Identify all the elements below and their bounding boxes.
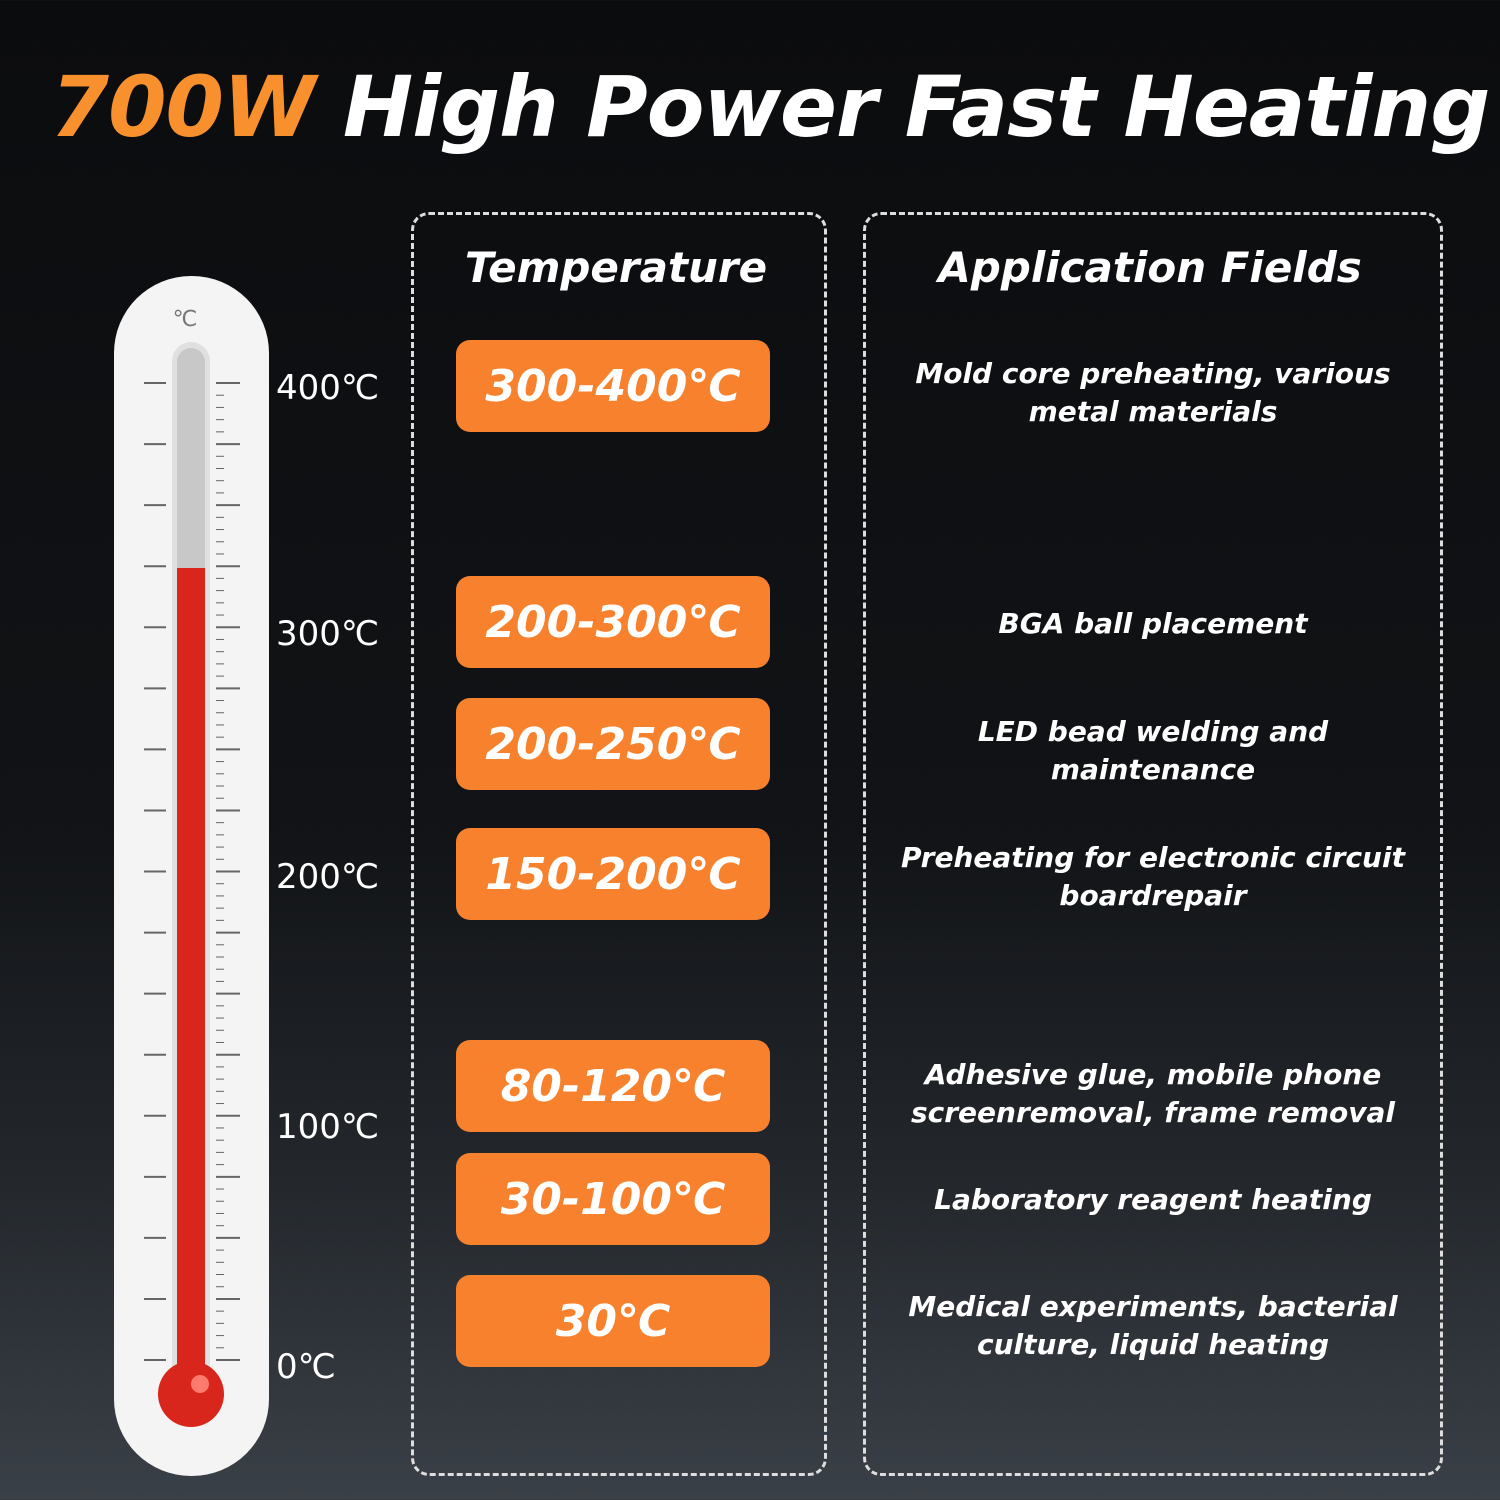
temperature-range: 150-200℃ bbox=[456, 828, 770, 920]
temperature-range: 30-100℃ bbox=[456, 1153, 770, 1245]
scale-label: 100℃ bbox=[276, 1107, 380, 1147]
column-header: Temperature bbox=[464, 243, 768, 292]
scale-label: 0℃ bbox=[276, 1347, 336, 1387]
application-line: Medical experiments, bacterial bbox=[908, 1290, 1398, 1323]
temperature-range: 200-300℃ bbox=[456, 576, 770, 668]
application-line: LED bead welding and bbox=[977, 715, 1329, 748]
thermometer: ℃ bbox=[114, 276, 269, 1476]
temperature-range: 30℃ bbox=[456, 1275, 770, 1367]
bulb-highlight bbox=[191, 1375, 209, 1393]
application-line: Preheating for electronic circuit bbox=[901, 841, 1405, 874]
application-line: Laboratory reagent heating bbox=[934, 1183, 1372, 1216]
application-line: screenremoval, frame removal bbox=[910, 1096, 1396, 1129]
application-line: BGA ball placement bbox=[998, 607, 1308, 640]
application-line: maintenance bbox=[1050, 753, 1256, 786]
application: Preheating for electronic circuit boardre… bbox=[880, 839, 1426, 915]
application: Medical experiments, bacterial culture, l… bbox=[880, 1288, 1426, 1364]
application-panel bbox=[863, 212, 1443, 1476]
application: Mold core preheating, various metal mater… bbox=[880, 355, 1426, 431]
title: 700W High Power Fast Heating bbox=[0, 58, 1500, 156]
application-line: boardrepair bbox=[1059, 879, 1247, 912]
scale-label: 200℃ bbox=[276, 857, 380, 897]
application-line: Adhesive glue, mobile phone bbox=[924, 1058, 1382, 1091]
thermometer-fill bbox=[177, 568, 205, 1398]
title-highlight: 700W bbox=[50, 58, 316, 156]
application: Adhesive glue, mobile phone screenremoval… bbox=[880, 1056, 1426, 1132]
application: LED bead welding and maintenance bbox=[880, 713, 1426, 789]
scale-label: 400℃ bbox=[276, 368, 380, 408]
column-header: Application Fields bbox=[938, 243, 1362, 292]
temperature-range: 200-250℃ bbox=[456, 698, 770, 790]
ticks bbox=[144, 382, 240, 1361]
scale-label: 300℃ bbox=[276, 614, 380, 654]
application-line: metal materials bbox=[1028, 395, 1278, 428]
application-line: Mold core preheating, various bbox=[915, 357, 1391, 390]
temperature-panel bbox=[411, 212, 827, 1476]
application: Laboratory reagent heating bbox=[880, 1181, 1426, 1219]
unit: ℃ bbox=[173, 307, 198, 332]
application-line: culture, liquid heating bbox=[977, 1328, 1329, 1361]
thermometer-bulb bbox=[158, 1361, 224, 1427]
application: BGA ball placement bbox=[880, 605, 1426, 643]
temperature-range: 80-120℃ bbox=[456, 1040, 770, 1132]
title-text: High Power Fast Heating bbox=[342, 58, 1490, 156]
temperature-range: 300-400℃ bbox=[456, 340, 770, 432]
